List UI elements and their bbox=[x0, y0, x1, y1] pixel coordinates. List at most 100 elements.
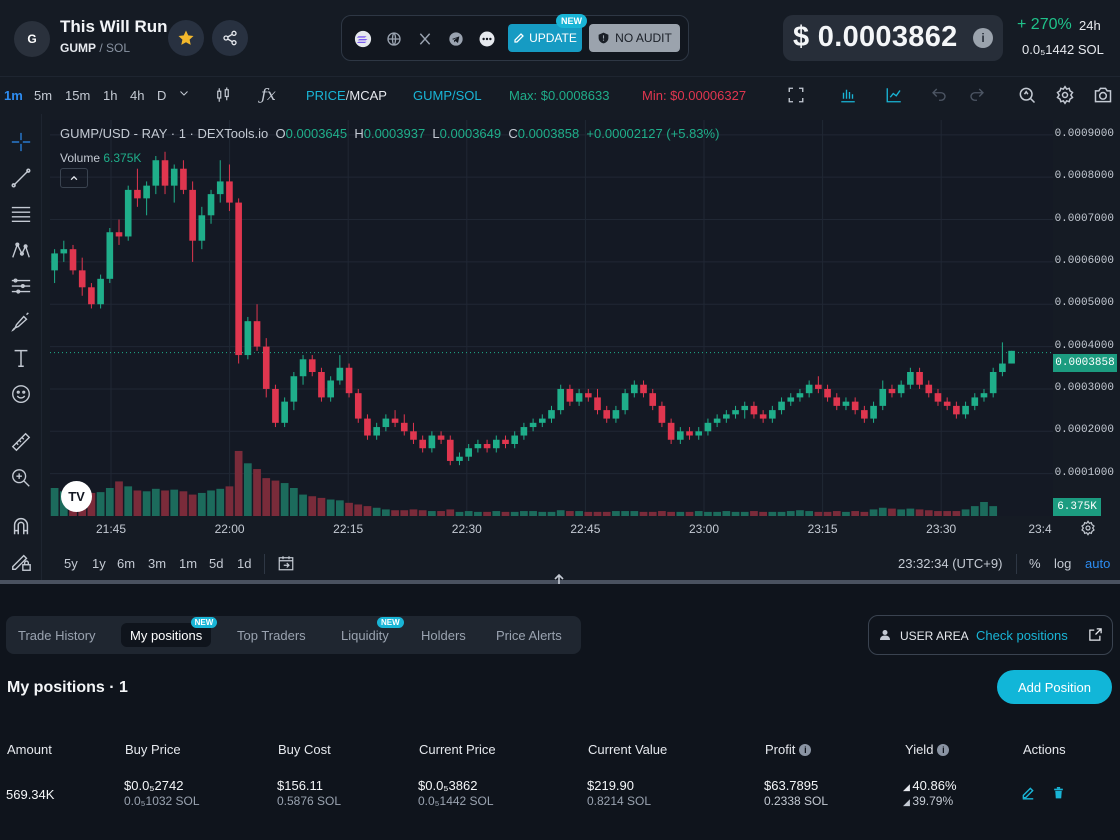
tab-top-traders[interactable]: Top Traders bbox=[228, 623, 315, 647]
volume-bar bbox=[345, 502, 353, 516]
crosshair-icon[interactable] bbox=[8, 129, 34, 155]
log-toggle[interactable]: log bbox=[1054, 556, 1072, 571]
more-icon[interactable] bbox=[476, 28, 498, 50]
range-5y[interactable]: 5y bbox=[64, 556, 78, 571]
chart-style-icon[interactable] bbox=[838, 86, 858, 107]
auto-toggle[interactable]: auto bbox=[1085, 556, 1111, 571]
brush-icon[interactable] bbox=[8, 309, 34, 335]
range-1m[interactable]: 1m bbox=[179, 556, 198, 571]
zoom-in-icon[interactable] bbox=[8, 465, 34, 491]
tab-holders[interactable]: Holders bbox=[412, 623, 475, 647]
lock-drawings-icon[interactable] bbox=[8, 549, 34, 575]
candle-body bbox=[649, 393, 657, 406]
text-tool-icon[interactable] bbox=[8, 345, 34, 371]
prediction-icon[interactable] bbox=[8, 273, 34, 299]
indicators-icon[interactable]: ƒx bbox=[261, 85, 276, 104]
favorite-button[interactable] bbox=[168, 20, 204, 56]
quick-search-icon[interactable] bbox=[1017, 85, 1037, 108]
collapse-legend-button[interactable] bbox=[60, 168, 88, 188]
timeframe-d[interactable]: D bbox=[157, 88, 167, 103]
clock-label[interactable]: 23:32:34 (UTC+9) bbox=[898, 556, 1003, 571]
magnet-icon[interactable] bbox=[8, 513, 34, 539]
volume-bar bbox=[161, 490, 169, 516]
timeframe-15m[interactable]: 15m bbox=[65, 88, 91, 103]
price-mcap-toggle[interactable]: PRICE/MCAP bbox=[306, 88, 387, 103]
volume-bar bbox=[823, 511, 832, 516]
yield-sol-value: 39.79% bbox=[912, 794, 954, 808]
share-button[interactable] bbox=[212, 20, 248, 56]
candle-body bbox=[364, 418, 371, 436]
percent-toggle[interactable]: % bbox=[1029, 556, 1041, 571]
share-icon bbox=[223, 30, 237, 46]
undo-icon[interactable] bbox=[930, 86, 948, 107]
tab-price-alerts[interactable]: Price Alerts bbox=[487, 623, 571, 647]
positions-title: My positions · 1 bbox=[7, 679, 128, 696]
trend-line-icon[interactable] bbox=[8, 165, 34, 191]
tab-trade-history[interactable]: Trade History bbox=[9, 623, 105, 647]
pattern-icon[interactable] bbox=[8, 237, 34, 263]
info-icon[interactable]: i bbox=[973, 28, 993, 48]
go-to-date-icon[interactable] bbox=[276, 554, 296, 575]
update-button[interactable]: UPDATE bbox=[508, 24, 582, 52]
check-positions-link[interactable]: Check positions bbox=[976, 628, 1068, 643]
close-label: C bbox=[508, 126, 518, 141]
pair-toggle[interactable]: GUMP/SOL bbox=[413, 88, 482, 103]
candle-body bbox=[603, 410, 611, 419]
timeframe-1m[interactable]: 1m bbox=[4, 88, 23, 103]
candle-body bbox=[824, 388, 831, 398]
price-chart[interactable]: TV bbox=[50, 120, 1053, 516]
candle-body bbox=[677, 431, 684, 440]
range-1d[interactable]: 1d bbox=[237, 556, 252, 571]
candle-body bbox=[778, 401, 785, 411]
range-1y[interactable]: 1y bbox=[92, 556, 106, 571]
solana-icon[interactable] bbox=[352, 28, 374, 50]
price-axis[interactable]: 0.0009000 0.0008000 0.0007000 0.0006000 0.00… bbox=[1053, 120, 1120, 516]
close-value: 0.0003858 bbox=[517, 126, 580, 141]
fib-retracement-icon[interactable] bbox=[8, 201, 34, 227]
chevron-down-icon[interactable] bbox=[178, 87, 190, 102]
volume-bar bbox=[437, 511, 445, 516]
redo-icon[interactable] bbox=[968, 86, 986, 107]
emoji-icon[interactable] bbox=[8, 381, 34, 407]
volume-bar bbox=[805, 511, 814, 516]
range-5d[interactable]: 5d bbox=[209, 556, 224, 571]
ruler-icon[interactable] bbox=[8, 429, 34, 455]
profit-info-icon[interactable]: i bbox=[799, 743, 812, 756]
price-tick-label: 0.0001000 bbox=[1054, 466, 1114, 479]
volume-bar bbox=[326, 499, 335, 516]
fullscreen-icon[interactable] bbox=[787, 86, 805, 107]
edit-position-icon[interactable] bbox=[1021, 786, 1035, 803]
candle-body bbox=[502, 439, 509, 444]
volume-bar bbox=[842, 511, 850, 516]
timeframe-1h[interactable]: 1h bbox=[103, 88, 118, 103]
yield-info-icon[interactable]: i bbox=[937, 743, 950, 756]
globe-icon[interactable] bbox=[383, 28, 405, 50]
time-axis[interactable]: 21:45 22:00 22:15 22:30 22:45 23:00 23:15 23:30… bbox=[50, 516, 1053, 540]
timeframe-5m[interactable]: 5m bbox=[34, 88, 53, 103]
tradingview-logo-icon[interactable]: TV bbox=[61, 481, 92, 512]
timeframe-4h[interactable]: 4h bbox=[130, 88, 145, 103]
candle-body bbox=[934, 393, 942, 402]
open-value: 0.0003645 bbox=[285, 126, 348, 141]
external-link-icon[interactable] bbox=[1088, 627, 1103, 645]
positions-panel: Trade History My positions NEW Top Trader… bbox=[0, 584, 1120, 840]
settings-gear-icon[interactable] bbox=[1055, 85, 1075, 108]
delete-position-icon[interactable] bbox=[1052, 786, 1065, 803]
edit-icon bbox=[514, 33, 524, 43]
range-3m[interactable]: 3m bbox=[148, 556, 167, 571]
panel-splitter[interactable] bbox=[0, 580, 1120, 584]
candle-type-icon[interactable] bbox=[214, 86, 232, 107]
time-tick-label: 23:00 bbox=[688, 522, 720, 536]
no-audit-button[interactable]: NO AUDIT bbox=[589, 24, 680, 52]
pair-separator: / bbox=[96, 41, 107, 55]
tab-my-positions[interactable]: My positions NEW bbox=[121, 617, 218, 647]
range-6m[interactable]: 6m bbox=[117, 556, 136, 571]
camera-icon[interactable] bbox=[1092, 85, 1114, 108]
volume-bar bbox=[888, 508, 896, 516]
add-position-button[interactable]: Add Position bbox=[997, 670, 1112, 704]
tab-liquidity[interactable]: Liquidity NEW bbox=[332, 617, 404, 647]
compare-chart-icon[interactable] bbox=[884, 86, 904, 107]
axis-settings-gear-icon[interactable] bbox=[1080, 520, 1096, 539]
telegram-icon[interactable] bbox=[445, 28, 467, 50]
x-twitter-icon[interactable] bbox=[414, 28, 436, 50]
